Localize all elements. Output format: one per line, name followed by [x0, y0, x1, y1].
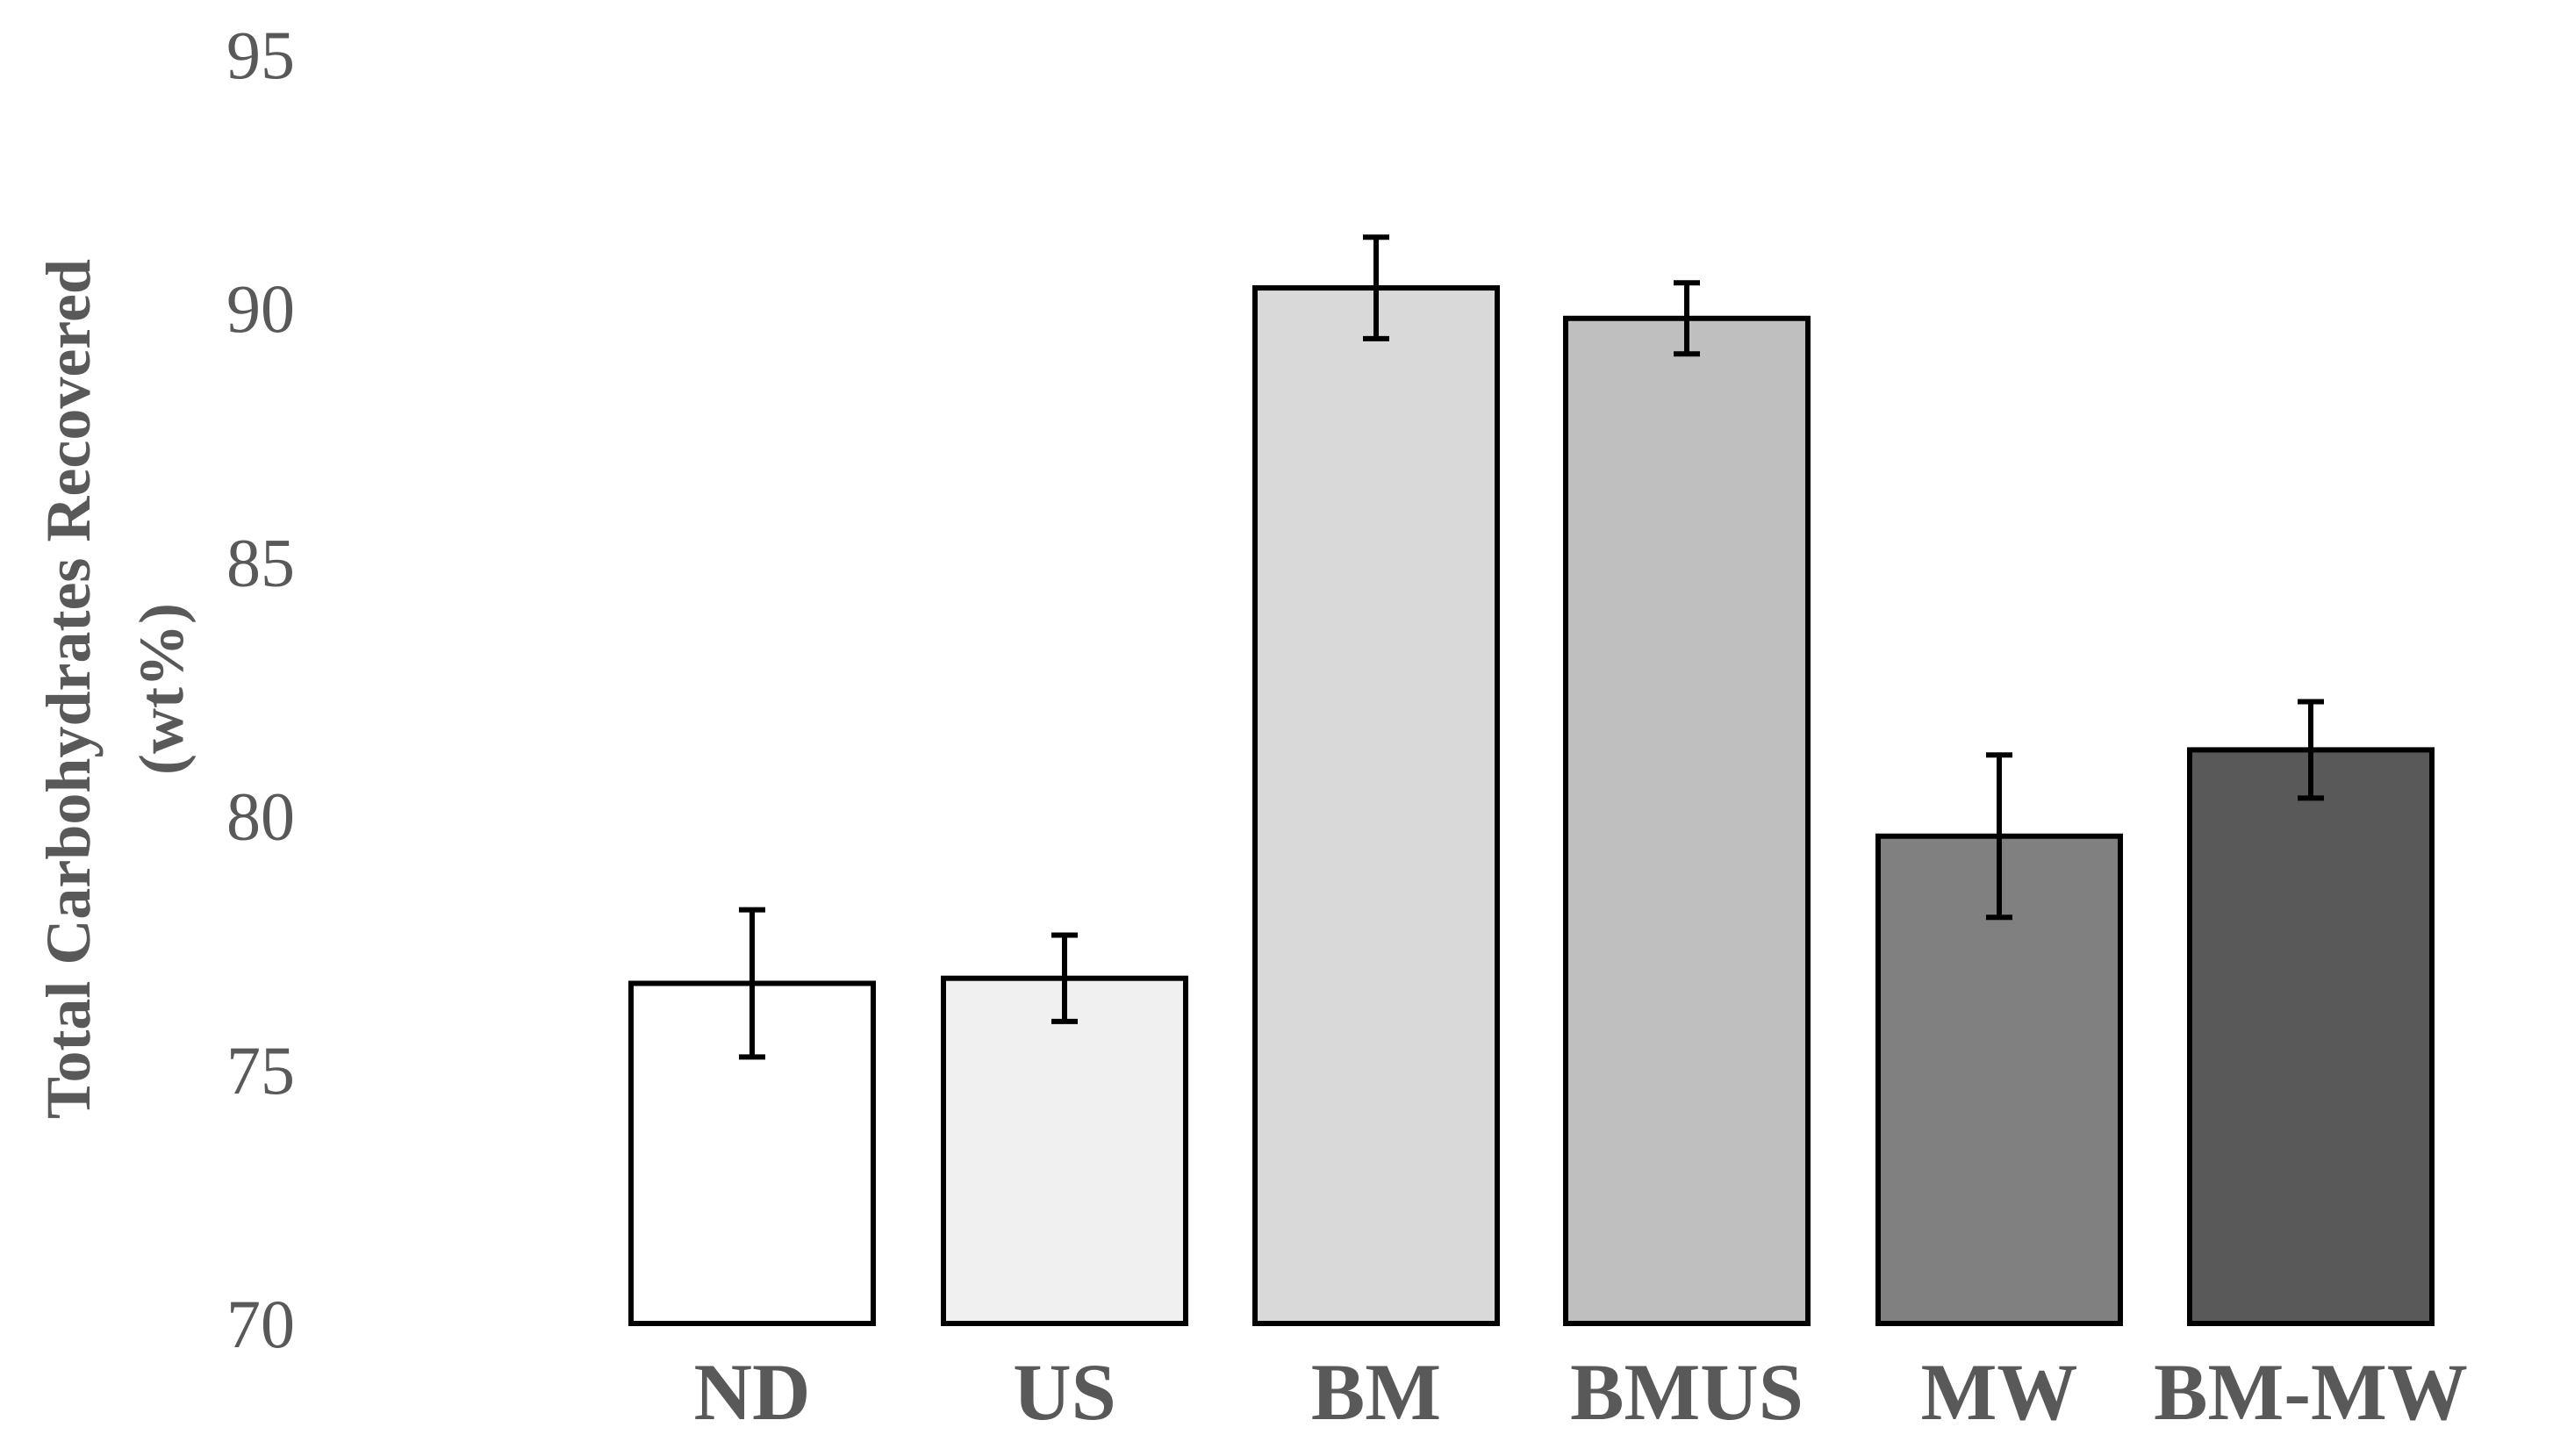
error-bar — [2298, 699, 2324, 801]
x-tick-label: BMUS — [1570, 1347, 1804, 1437]
x-tick-label: ND — [694, 1347, 811, 1437]
bar — [941, 975, 1188, 1326]
x-tick-label: MW — [1921, 1347, 2078, 1437]
y-axis-title: Total Carbohydrates Recovered (wt%) — [33, 259, 197, 1119]
y-tick-label: 90 — [226, 270, 295, 347]
bar — [1563, 315, 1811, 1327]
y-tick-label: 95 — [226, 17, 295, 93]
x-tick-label: BM — [1311, 1347, 1441, 1437]
bar — [2187, 747, 2435, 1326]
y-tick-label: 70 — [226, 1286, 295, 1362]
y-tick-labels: 70 75 80 85 90 95 — [226, 17, 295, 1362]
error-bar — [1363, 234, 1389, 341]
y-tick-label: 85 — [226, 524, 295, 600]
y-axis-title-line2: (wt%) — [126, 603, 197, 775]
x-tick-label: BM-MW — [2154, 1347, 2468, 1437]
error-bar — [1986, 752, 2012, 921]
y-tick-label: 80 — [226, 778, 295, 855]
error-bars — [739, 234, 2324, 1060]
x-tick-label: US — [1013, 1347, 1116, 1437]
y-axis-title-line1: Total Carbohydrates Recovered — [33, 259, 104, 1119]
bars — [628, 285, 2435, 1327]
error-bar — [739, 907, 765, 1060]
bar — [1252, 285, 1500, 1327]
y-tick-label: 75 — [226, 1032, 295, 1108]
error-bar — [1051, 932, 1078, 1024]
error-bar — [1674, 280, 1700, 357]
x-tick-labels: ND US BM BMUS MW BM-MW — [694, 1347, 2468, 1437]
